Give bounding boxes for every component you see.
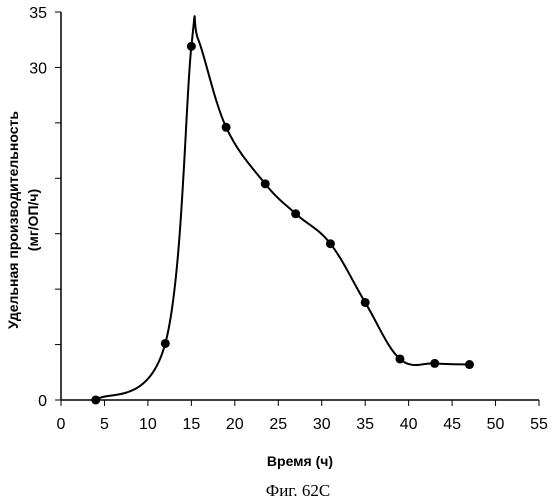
x-axis-title: Время (ч): [267, 453, 333, 469]
series-line: [96, 16, 470, 400]
series-points: [91, 42, 474, 405]
data-point: [261, 179, 270, 188]
y-tick-label: 0: [38, 393, 47, 410]
x-tick-label: 40: [400, 416, 418, 433]
data-point: [465, 360, 474, 369]
x-tick-label: 20: [226, 416, 244, 433]
x-tick-label: 15: [182, 416, 200, 433]
data-point: [326, 239, 335, 248]
x-tick-label: 10: [139, 416, 157, 433]
figure-caption: Фиг. 62С: [266, 481, 330, 500]
x-tick-label: 35: [356, 416, 374, 433]
axes: [61, 12, 539, 400]
y-axis-title-line1: Удельная производительность: [5, 111, 21, 329]
data-point: [161, 339, 170, 348]
x-axis-ticks: 0 5 10 15 20 25 30 35 40 45 50 55: [57, 400, 548, 433]
x-tick-label: 30: [313, 416, 331, 433]
x-tick-label: 0: [57, 416, 66, 433]
y-tick-label: 30: [29, 60, 47, 77]
data-point: [395, 354, 404, 363]
data-point: [91, 396, 100, 405]
data-point: [361, 298, 370, 307]
y-tick-label: 35: [29, 5, 47, 22]
data-point: [291, 209, 300, 218]
data-point: [430, 359, 439, 368]
x-tick-label: 25: [269, 416, 287, 433]
y-axis-title-line2: (мг/ОП/ч): [25, 189, 41, 251]
x-tick-label: 5: [100, 416, 109, 433]
x-tick-label: 45: [443, 416, 461, 433]
x-tick-label: 55: [530, 416, 548, 433]
x-tick-label: 50: [487, 416, 505, 433]
data-point: [222, 123, 231, 132]
data-point: [187, 42, 196, 51]
